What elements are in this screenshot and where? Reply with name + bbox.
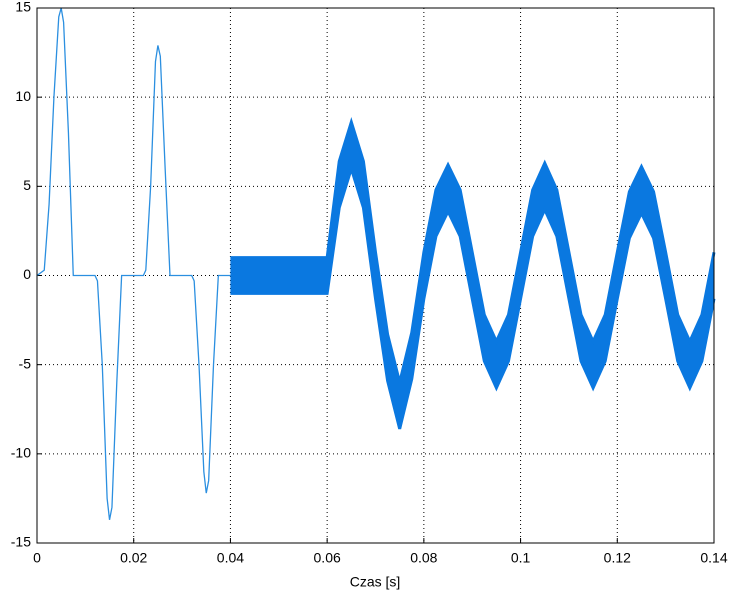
x-tick-label: 0.02	[120, 550, 147, 566]
y-tick-label: -15	[11, 534, 31, 550]
data-line	[36, 7, 231, 520]
x-tick-label: 0	[33, 550, 41, 566]
y-tick-label: 5	[23, 177, 31, 193]
x-tick-label: 0.04	[217, 550, 244, 566]
axes-box	[36, 7, 715, 544]
y-tick-label: -5	[19, 355, 32, 371]
data-line	[230, 117, 716, 383]
x-tick-label: 0.08	[410, 550, 437, 566]
x-tick-label: 0.06	[314, 550, 341, 566]
x-tick-label: 0.14	[700, 550, 727, 566]
x-axis-label: Czas [s]	[350, 574, 401, 590]
y-tick-label: -10	[11, 445, 31, 461]
band-fill	[230, 122, 714, 429]
y-tick-label: 10	[15, 88, 31, 104]
x-tick-label: 0.1	[511, 550, 531, 566]
x-tick-label: 0.12	[604, 550, 631, 566]
y-tick-label: 0	[23, 266, 31, 282]
y-tick-label: 15	[15, 0, 31, 15]
data-line	[230, 163, 716, 430]
